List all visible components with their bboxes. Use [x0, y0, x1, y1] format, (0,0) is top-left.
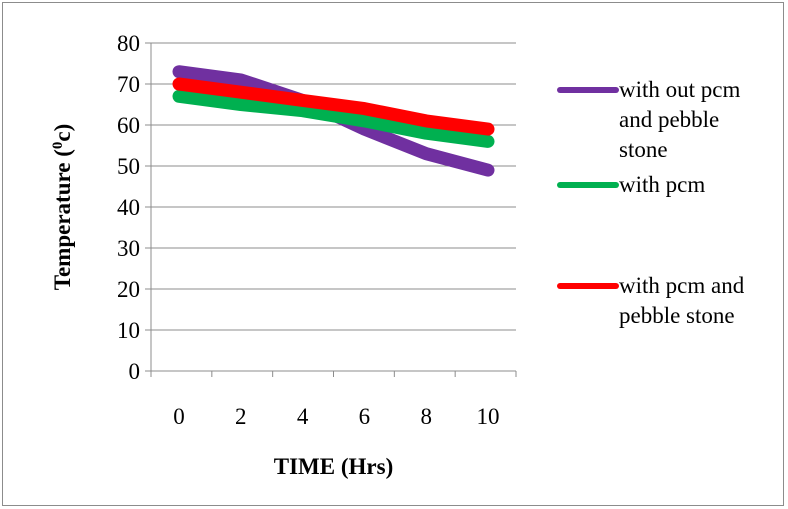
y-tick-label-70: 70: [117, 72, 140, 97]
y-tick-label-0: 0: [129, 359, 141, 384]
axes: [150, 43, 516, 372]
legend-label-3-line-2: pebble stone: [619, 303, 735, 328]
x-tick-label-10: 10: [477, 404, 500, 429]
legend-label-1-line-2: and pebble: [619, 107, 719, 132]
legend-label-2-line-1: with pcm: [619, 172, 705, 197]
y-tick-label-10: 10: [117, 318, 140, 343]
x-tick-label-4: 4: [297, 404, 309, 429]
y-tick-label-20: 20: [117, 277, 140, 302]
series-line-2: [172, 89, 495, 148]
legend-label-3-line-1: with pcm and: [619, 273, 745, 298]
y-tick-label-80: 80: [117, 31, 140, 56]
legend-label-1-line-3: stone: [619, 137, 668, 162]
legend-label-1-line-1: with out pcm: [619, 77, 740, 102]
y-tick-label-60: 60: [117, 113, 140, 138]
x-tick-label-6: 6: [359, 404, 371, 429]
legend: with out pcm and pebble stone with pcm with …: [557, 77, 745, 328]
y-tick-labels: 0 10 20 30 40 50 60 70 80: [117, 31, 140, 384]
x-tick-label-8: 8: [420, 404, 432, 429]
x-tick-labels: 0 2 4 6 8 10: [173, 404, 499, 429]
y-tick-label-50: 50: [117, 154, 140, 179]
y-axis-title-tail: c): [50, 124, 75, 142]
x-tick-label-2: 2: [235, 404, 247, 429]
y-axis-title-superscript: 0: [50, 142, 66, 150]
y-tick-label-40: 40: [117, 195, 140, 220]
x-axis-title: TIME (Hrs): [274, 454, 393, 479]
y-axis-title-main: Temperature (: [50, 149, 75, 290]
x-tick-label-0: 0: [173, 404, 185, 429]
y-tick-label-30: 30: [117, 236, 140, 261]
y-axis-title: Temperature (0c): [50, 124, 75, 291]
series-line-3: [172, 77, 495, 136]
series-lines: [172, 65, 495, 177]
